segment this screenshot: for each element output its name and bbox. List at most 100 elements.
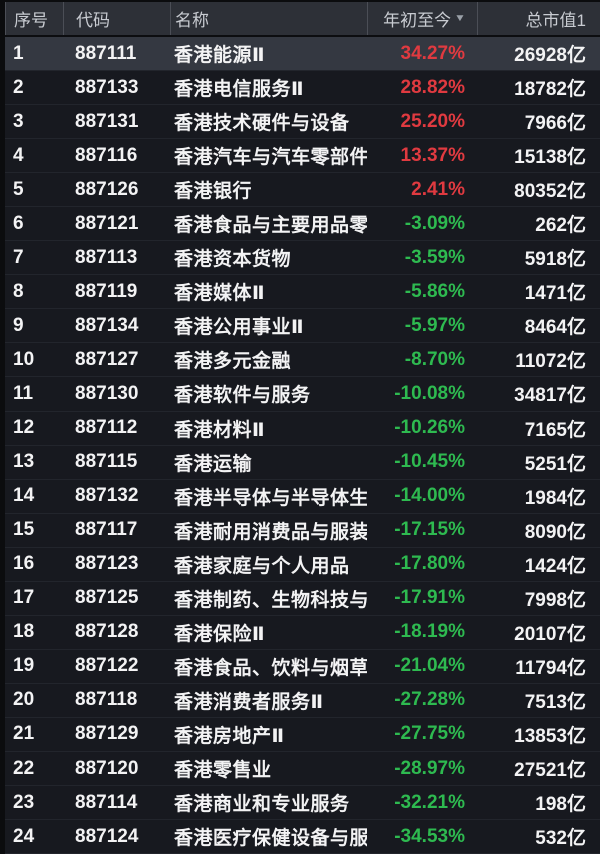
cell-code: 887130: [75, 382, 139, 404]
cell-name: 香港运输: [174, 453, 253, 475]
cell-market-cap: 532亿: [535, 828, 586, 850]
cell-ytd-change: -3.59%: [404, 246, 465, 268]
cell-market-cap: 13853亿: [514, 725, 586, 747]
cell-code: 887123: [75, 553, 139, 575]
sort-desc-icon: ▼: [454, 13, 466, 24]
cell-market-cap: 1984亿: [524, 487, 586, 509]
cell-rank: 17: [13, 587, 35, 609]
cell-market-cap: 198亿: [535, 794, 586, 816]
table-row[interactable]: 5 887126 香港银行 2.41% 80352亿: [5, 173, 600, 208]
cell-market-cap: 5251亿: [524, 453, 586, 475]
table-row[interactable]: 13 887115 香港运输 -10.45% 5251亿: [5, 445, 600, 480]
cell-ytd-change: -5.86%: [404, 280, 465, 302]
table-row[interactable]: 3 887131 香港技术硬件与设备 25.20% 7966亿: [5, 105, 600, 140]
header-code[interactable]: 代码: [63, 2, 170, 35]
cell-rank: 9: [13, 314, 24, 336]
table-row[interactable]: 1 887111 香港能源Ⅱ 34.27% 26928亿: [5, 37, 600, 72]
cell-code: 887128: [75, 621, 139, 643]
cell-name: 香港资本货物: [174, 249, 292, 271]
cell-market-cap: 7165亿: [524, 419, 586, 441]
cell-name: 香港多元金融: [174, 351, 292, 373]
cell-name: 香港公用事业Ⅱ: [174, 317, 305, 339]
cell-ytd-change: -17.80%: [394, 553, 465, 575]
cell-code: 887132: [75, 485, 139, 507]
header-index[interactable]: 序号: [5, 2, 63, 35]
cell-rank: 20: [13, 689, 35, 711]
cell-code: 887125: [75, 587, 139, 609]
cell-code: 887121: [75, 212, 139, 234]
cell-code: 887119: [75, 280, 138, 302]
cell-ytd-change: 2.41%: [411, 178, 465, 200]
cell-rank: 6: [13, 212, 24, 234]
table-row[interactable]: 18 887128 香港保险Ⅱ -18.19% 20107亿: [5, 615, 600, 650]
cell-ytd-change: -27.28%: [394, 689, 465, 711]
table-row[interactable]: 14 887132 香港半导体与半导体生 -14.00% 1984亿: [5, 479, 600, 514]
cell-code: 887133: [75, 76, 139, 98]
table-row[interactable]: 20 887118 香港消费者服务Ⅱ -27.28% 7513亿: [5, 683, 600, 718]
cell-name: 香港软件与服务: [174, 385, 311, 407]
header-name-label: 名称: [175, 11, 209, 30]
table-row[interactable]: 17 887125 香港制药、生物科技与 -17.91% 7998亿: [5, 581, 600, 616]
cell-ytd-change: 28.82%: [400, 76, 465, 98]
cell-name: 香港房地产Ⅱ: [174, 725, 285, 747]
cell-name: 香港材料Ⅱ: [174, 419, 266, 441]
cell-name: 香港制药、生物科技与: [174, 589, 367, 611]
cell-ytd-change: -3.09%: [404, 212, 465, 234]
cell-code: 887134: [75, 314, 139, 336]
table-row[interactable]: 6 887121 香港食品与主要用品零 -3.09% 262亿: [5, 207, 600, 242]
table-row[interactable]: 21 887129 香港房地产Ⅱ -27.75% 13853亿: [5, 717, 600, 752]
table-row[interactable]: 2 887133 香港电信服务Ⅱ 28.82% 18782亿: [5, 71, 600, 106]
header-code-label: 代码: [76, 11, 110, 30]
table-row[interactable]: 7 887113 香港资本货物 -3.59% 5918亿: [5, 241, 600, 276]
cell-ytd-change: -18.19%: [394, 621, 465, 643]
cell-market-cap: 8464亿: [524, 317, 586, 339]
cell-rank: 12: [13, 417, 35, 439]
cell-ytd-change: 13.37%: [400, 144, 465, 166]
table-row[interactable]: 4 887116 香港汽车与汽车零部件 13.37% 15138亿: [5, 139, 600, 174]
cell-rank: 4: [13, 144, 24, 166]
cell-ytd-change: -10.26%: [394, 417, 465, 439]
table-row[interactable]: 10 887127 香港多元金融 -8.70% 11072亿: [5, 343, 600, 378]
cell-ytd-change: 34.27%: [400, 42, 465, 64]
table-row[interactable]: 15 887117 香港耐用消费品与服装 -17.15% 8090亿: [5, 513, 600, 548]
cell-market-cap: 5918亿: [524, 249, 586, 271]
table-row[interactable]: 23 887114 香港商业和专业服务 -32.21% 198亿: [5, 786, 600, 821]
cell-name: 香港能源Ⅱ: [174, 45, 266, 67]
cell-name: 香港耐用消费品与服装: [174, 521, 367, 543]
cell-name: 香港保险Ⅱ: [174, 623, 266, 645]
cell-ytd-change: -5.97%: [404, 314, 465, 336]
cell-rank: 11: [13, 382, 34, 404]
header-index-label: 序号: [14, 11, 48, 30]
table-row[interactable]: 16 887123 香港家庭与个人用品 -17.80% 1424亿: [5, 547, 600, 582]
cell-ytd-change: -8.70%: [404, 348, 465, 370]
cell-rank: 3: [13, 110, 24, 132]
cell-rank: 19: [13, 655, 35, 677]
table-row[interactable]: 24 887124 香港医疗保健设备与服 -34.53% 532亿: [5, 820, 600, 854]
table-row[interactable]: 12 887112 香港材料Ⅱ -10.26% 7165亿: [5, 411, 600, 446]
table-row[interactable]: 8 887119 香港媒体Ⅱ -5.86% 1471亿: [5, 275, 600, 310]
cell-code: 887127: [75, 348, 139, 370]
cell-name: 香港银行: [174, 181, 253, 203]
cell-code: 887131: [75, 110, 139, 132]
cell-name: 香港电信服务Ⅱ: [174, 79, 305, 101]
table-row[interactable]: 9 887134 香港公用事业Ⅱ -5.97% 8464亿: [5, 309, 600, 344]
header-cap-label: 总市值1: [525, 11, 586, 30]
cell-ytd-change: -34.53%: [394, 825, 465, 847]
table-row[interactable]: 19 887122 香港食品、饮料与烟草 -21.04% 11794亿: [5, 649, 600, 684]
cell-market-cap: 18782亿: [514, 79, 586, 101]
cell-ytd-change: -10.08%: [394, 382, 465, 404]
cell-code: 887126: [75, 178, 139, 200]
header-cap[interactable]: 总市值1: [477, 2, 595, 35]
cell-ytd-change: -17.91%: [394, 587, 465, 609]
header-ytd-sort[interactable]: 年初至今 ▼: [367, 2, 477, 35]
table-row[interactable]: 22 887120 香港零售业 -28.97% 27521亿: [5, 751, 600, 787]
cell-rank: 10: [13, 348, 35, 370]
cell-name: 香港媒体Ⅱ: [174, 283, 266, 305]
cell-market-cap: 15138亿: [514, 147, 586, 169]
header-name[interactable]: 名称: [170, 2, 367, 35]
cell-code: 887120: [75, 757, 139, 779]
cell-ytd-change: -17.15%: [394, 519, 465, 541]
table-row[interactable]: 11 887130 香港软件与服务 -10.08% 34817亿: [5, 377, 600, 412]
cell-code: 887113: [75, 246, 138, 268]
